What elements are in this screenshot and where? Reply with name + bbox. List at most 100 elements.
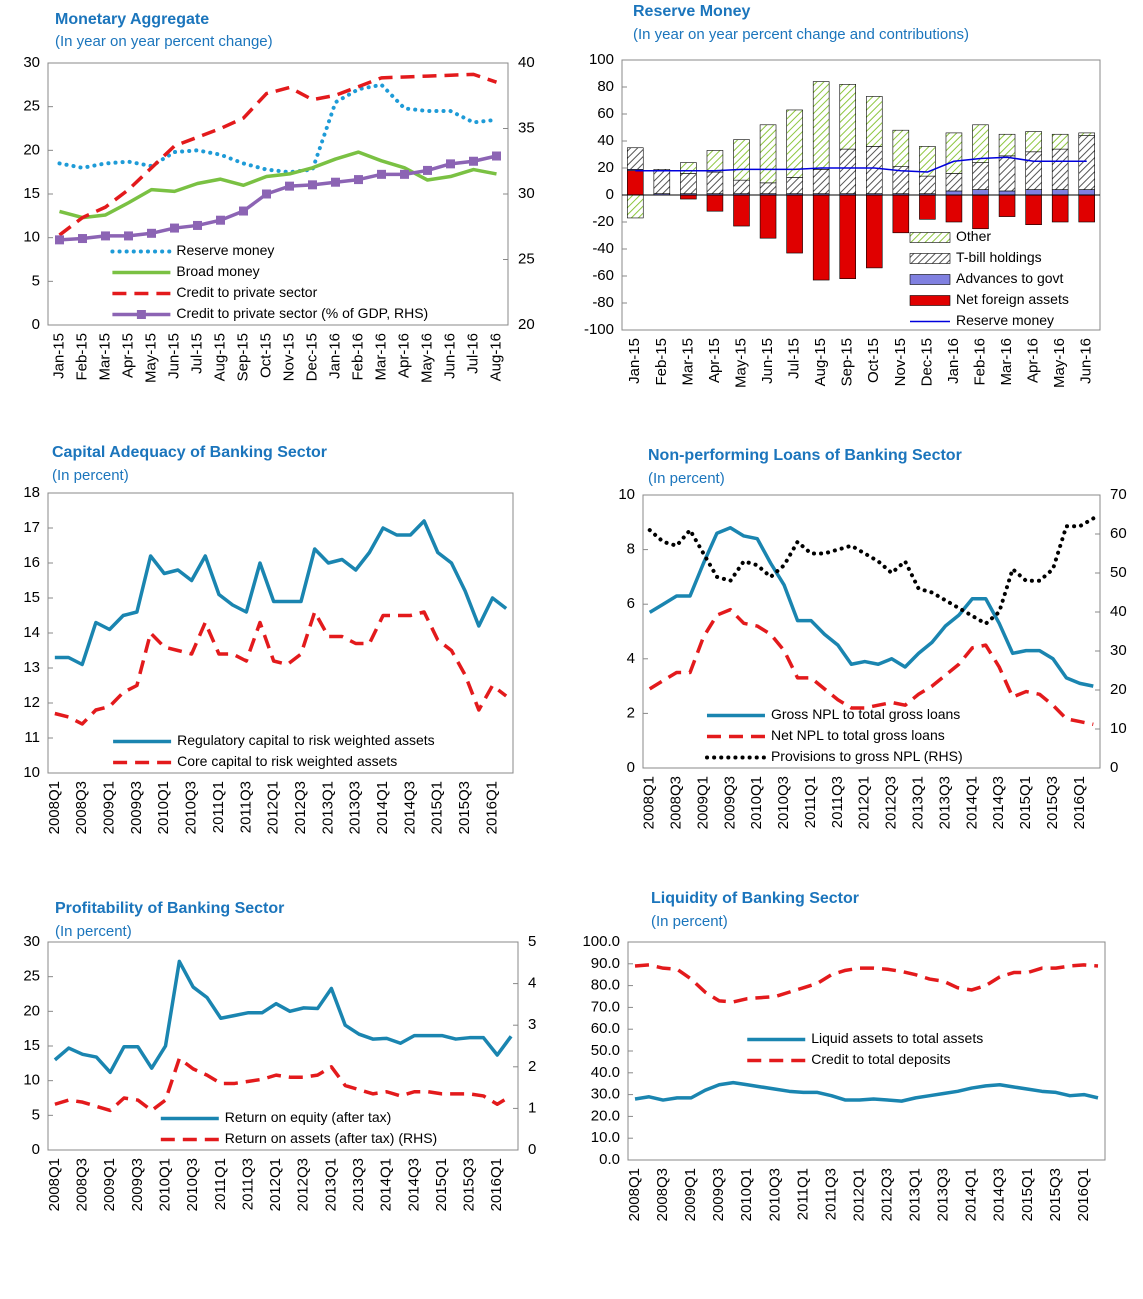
x-tick-label: Mar-15 bbox=[679, 338, 696, 386]
series-line bbox=[648, 607, 1094, 727]
y-tick-label: -60 bbox=[592, 267, 614, 284]
series-marker bbox=[423, 165, 432, 175]
y-tick-label: 50.0 bbox=[591, 1042, 620, 1059]
chart-title: Reserve Money bbox=[633, 3, 750, 20]
bar-segment bbox=[1051, 133, 1069, 150]
bar-segment bbox=[627, 194, 644, 219]
x-tick-label: 2010Q3 bbox=[766, 1168, 783, 1221]
x-tick-label: Jul-15 bbox=[188, 333, 205, 374]
x-tick-label: Sep-15 bbox=[234, 333, 251, 381]
legend-marker bbox=[136, 310, 146, 319]
y2-tick-label: 35 bbox=[518, 119, 535, 136]
legend-swatch bbox=[909, 232, 951, 243]
legend-swatch bbox=[909, 274, 951, 285]
x-tick-label: 2013Q1 bbox=[907, 1168, 924, 1221]
legend-label: Return on equity (after tax) bbox=[225, 1109, 392, 1125]
x-tick-label: 2008Q3 bbox=[73, 781, 90, 834]
y-tick-label: 10 bbox=[23, 229, 40, 246]
legend-label: Reserve money bbox=[956, 312, 1054, 328]
x-tick-label: 2009Q1 bbox=[101, 781, 118, 834]
x-tick-label: 2008Q3 bbox=[74, 1158, 91, 1211]
y-tick-label: 20 bbox=[597, 159, 614, 176]
legend-label: Return on assets (after tax) (RHS) bbox=[225, 1130, 437, 1146]
x-tick-label: 2014Q3 bbox=[991, 1168, 1008, 1221]
y-tick-label: 0.0 bbox=[599, 1151, 620, 1168]
y-tick-label: 70.0 bbox=[591, 998, 620, 1015]
x-tick-label: 2008Q1 bbox=[46, 1158, 63, 1211]
bar-segment bbox=[706, 194, 724, 212]
x-tick-label: Mar-16 bbox=[372, 333, 389, 381]
y-tick-label: 10 bbox=[23, 764, 40, 781]
y2-tick-label: 2 bbox=[528, 1058, 536, 1075]
legend-label: Regulatory capital to risk weighted asse… bbox=[177, 732, 435, 748]
x-tick-label: 2012Q1 bbox=[265, 781, 282, 834]
y-tick-label: 30.0 bbox=[591, 1086, 620, 1103]
legend-label: Net foreign assets bbox=[956, 291, 1069, 307]
plot-frame bbox=[642, 494, 1101, 769]
x-tick-label: Apr-15 bbox=[119, 333, 136, 378]
x-tick-label: 2009Q3 bbox=[710, 1168, 727, 1221]
bar-segment bbox=[866, 146, 883, 194]
series-marker bbox=[354, 175, 363, 185]
x-tick-label: 2012Q3 bbox=[295, 1158, 312, 1211]
bar-segment bbox=[972, 124, 989, 163]
x-tick-label: 2013Q3 bbox=[347, 781, 364, 834]
y-tick-label: 20 bbox=[23, 141, 40, 158]
bar-segment bbox=[680, 173, 697, 194]
x-tick-label: 2011Q3 bbox=[829, 776, 846, 828]
bar-segment bbox=[1078, 135, 1095, 190]
y-tick-label: 17 bbox=[23, 519, 40, 536]
x-tick-label: Mar-16 bbox=[998, 338, 1015, 386]
bar-segment bbox=[733, 179, 750, 194]
x-tick-label: 2011Q3 bbox=[237, 781, 254, 833]
x-tick-label: Jul-15 bbox=[786, 338, 803, 379]
series-marker bbox=[78, 234, 87, 244]
y-tick-label: 100.0 bbox=[582, 933, 620, 950]
series-line bbox=[59, 150, 497, 220]
y2-tick-label: 20 bbox=[518, 316, 535, 333]
x-tick-label: 2014Q1 bbox=[963, 776, 980, 829]
series-line bbox=[53, 959, 513, 1075]
x-tick-label: 2010Q1 bbox=[738, 1168, 755, 1221]
chart-panel: Non-performing Loans of Banking Sector (I… bbox=[618, 447, 1126, 829]
bar-segment bbox=[1078, 132, 1095, 136]
bar-segment bbox=[627, 170, 644, 196]
legend-label: Gross NPL to total gross loans bbox=[771, 706, 960, 722]
chart-title: Liquidity of Banking Sector bbox=[651, 890, 859, 907]
y-tick-label: 100 bbox=[589, 51, 614, 68]
y-tick-label: 0 bbox=[32, 1141, 40, 1158]
chart-subtitle: (In percent) bbox=[55, 923, 132, 940]
x-tick-label: 2013Q3 bbox=[936, 776, 953, 829]
y-tick-label: 80 bbox=[597, 78, 614, 95]
y-tick-label: 15 bbox=[23, 185, 40, 202]
series-marker bbox=[170, 223, 179, 233]
bar-segment bbox=[972, 194, 989, 230]
bar-segment bbox=[839, 194, 856, 279]
legend-label: Reserve money bbox=[176, 242, 274, 258]
bar-segment bbox=[680, 162, 697, 174]
y-tick-label: 5 bbox=[32, 272, 40, 289]
series-marker bbox=[147, 228, 156, 238]
x-tick-label: 2011Q3 bbox=[239, 1158, 256, 1210]
y-tick-label: 10 bbox=[23, 1072, 40, 1089]
x-tick-label: 2014Q3 bbox=[405, 1158, 422, 1211]
bar-segment bbox=[786, 194, 803, 254]
y-tick-label: 13 bbox=[23, 659, 40, 676]
bar-segment bbox=[892, 129, 910, 167]
x-tick-label: 2015Q1 bbox=[1017, 776, 1034, 829]
x-tick-label: Apr-16 bbox=[1025, 338, 1042, 383]
y-tick-label: 8 bbox=[627, 541, 635, 558]
series-marker bbox=[308, 180, 317, 190]
x-tick-label: 2008Q1 bbox=[46, 781, 63, 834]
bar-segment bbox=[627, 147, 644, 170]
bar-segment bbox=[839, 148, 856, 194]
bar-segment bbox=[759, 182, 777, 194]
bar-segment bbox=[945, 190, 963, 196]
y-tick-label: -80 bbox=[592, 294, 614, 311]
bar-segment bbox=[1051, 189, 1069, 196]
x-tick-label: 2015Q1 bbox=[433, 1158, 450, 1211]
x-tick-label: 2009Q3 bbox=[128, 781, 145, 834]
x-tick-label: 2015Q3 bbox=[1047, 1168, 1064, 1221]
bar-segment bbox=[998, 190, 1016, 196]
x-tick-label: May-15 bbox=[142, 333, 159, 383]
